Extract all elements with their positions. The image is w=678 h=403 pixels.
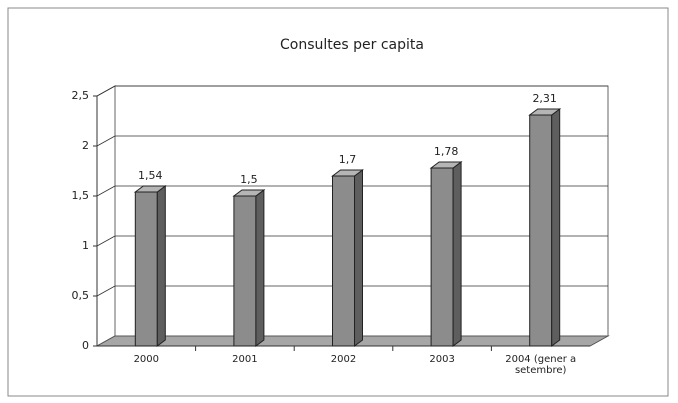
y-tick-label: 1 xyxy=(82,239,89,252)
bar-side xyxy=(551,108,561,347)
bar xyxy=(133,185,167,347)
bar-front xyxy=(134,191,158,347)
chart-frame xyxy=(7,7,669,397)
chart-title: Consultes per capita xyxy=(280,37,424,53)
y-tick-label: 0 xyxy=(82,339,89,352)
y-tick-label: 2,5 xyxy=(72,89,90,102)
y-tick-label: 2 xyxy=(82,139,89,152)
bar-side xyxy=(452,161,462,347)
grid-line-side xyxy=(96,285,116,297)
bar-top xyxy=(331,169,364,177)
bar xyxy=(331,169,364,347)
bar-front xyxy=(332,175,355,347)
grid-line-side xyxy=(96,235,116,247)
y-tick-label: 0,5 xyxy=(72,289,90,302)
bar xyxy=(232,189,266,347)
side-wall xyxy=(96,85,116,347)
bar-top xyxy=(429,161,463,169)
bar-front xyxy=(529,114,553,347)
bar-top xyxy=(528,108,562,116)
x-tick-label: 2001 xyxy=(232,354,258,365)
x-tick-label: 2002 xyxy=(330,354,357,365)
bar xyxy=(429,161,463,347)
x-tick-label: 2000 xyxy=(133,354,160,365)
bar-side xyxy=(156,185,166,347)
bar-top xyxy=(232,189,266,197)
value-label: 1,78 xyxy=(434,145,459,158)
value-label: 1,5 xyxy=(240,173,258,186)
value-label: 1,7 xyxy=(339,153,357,166)
y-tick-label: 1,5 xyxy=(72,189,90,202)
value-label: 1,54 xyxy=(138,169,163,182)
bar xyxy=(528,108,562,347)
bar-front xyxy=(430,167,454,347)
x-tick-label: 2003 xyxy=(429,354,455,365)
grid-line-side xyxy=(96,185,116,197)
bar-front xyxy=(233,195,257,347)
grid-line-side xyxy=(96,135,116,147)
value-label: 2,31 xyxy=(532,92,557,105)
bar-side xyxy=(354,169,363,347)
bar-top xyxy=(133,185,167,193)
grid-line-side xyxy=(96,85,116,97)
bar-side xyxy=(255,189,265,347)
x-tick-label: 2004 (gener a setembre) xyxy=(505,354,577,376)
